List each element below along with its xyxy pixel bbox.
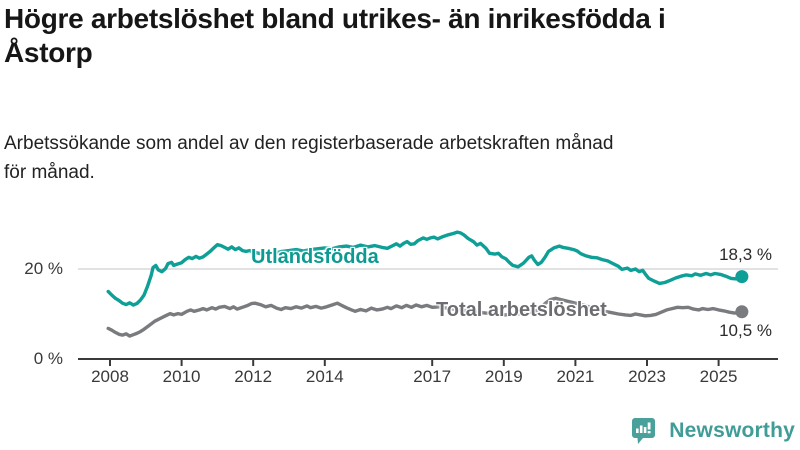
total-end-dot bbox=[735, 305, 749, 319]
end-value-label-utlandsfodda: 18,3 % bbox=[719, 245, 772, 264]
x-tick-label: 2012 bbox=[234, 367, 273, 386]
chart-subtitle-line2: för månad. bbox=[4, 162, 95, 183]
chart-title-line2: Åstorp bbox=[4, 37, 93, 68]
x-tick-label: 2014 bbox=[305, 367, 344, 386]
x-tick-label: 2025 bbox=[699, 367, 738, 386]
y-tick-label-20: 20 % bbox=[24, 259, 63, 278]
total-line bbox=[106, 296, 744, 338]
x-tick-label: 2021 bbox=[556, 367, 595, 386]
newsworthy-logo-icon bbox=[632, 418, 656, 444]
series-label-total: Total arbetslöshet bbox=[436, 299, 607, 321]
x-tick-label: 2017 bbox=[413, 367, 452, 386]
x-tick-label: 2010 bbox=[162, 367, 201, 386]
end-value-label-total: 10,5 % bbox=[719, 321, 772, 340]
x-tick-label: 2008 bbox=[91, 367, 129, 386]
chart-title-line1: Högre arbetslöshet bland utrikes- än inr… bbox=[4, 3, 666, 34]
newsworthy-logo: Newsworthy bbox=[632, 415, 795, 447]
chart-subtitle-line1: Arbetssökande som andel av den registerb… bbox=[4, 133, 614, 154]
y-tick-label-0: 0 % bbox=[33, 349, 63, 368]
line-chart-plot-area bbox=[78, 230, 778, 366]
utlandsfodda-end-dot bbox=[735, 270, 749, 284]
utlandsfodda-line bbox=[106, 230, 744, 307]
newsworthy-logo-text: Newsworthy bbox=[669, 419, 795, 442]
series-label-utlandsfodda: Utlandsfödda bbox=[251, 246, 379, 268]
chart-title: Högre arbetslöshet bland utrikes- än inr… bbox=[4, 2, 796, 70]
x-tick-label: 2023 bbox=[628, 367, 666, 386]
x-tick-label: 2019 bbox=[484, 367, 523, 386]
chart-subtitle: Arbetssökande som andel av den registerb… bbox=[4, 129, 784, 187]
